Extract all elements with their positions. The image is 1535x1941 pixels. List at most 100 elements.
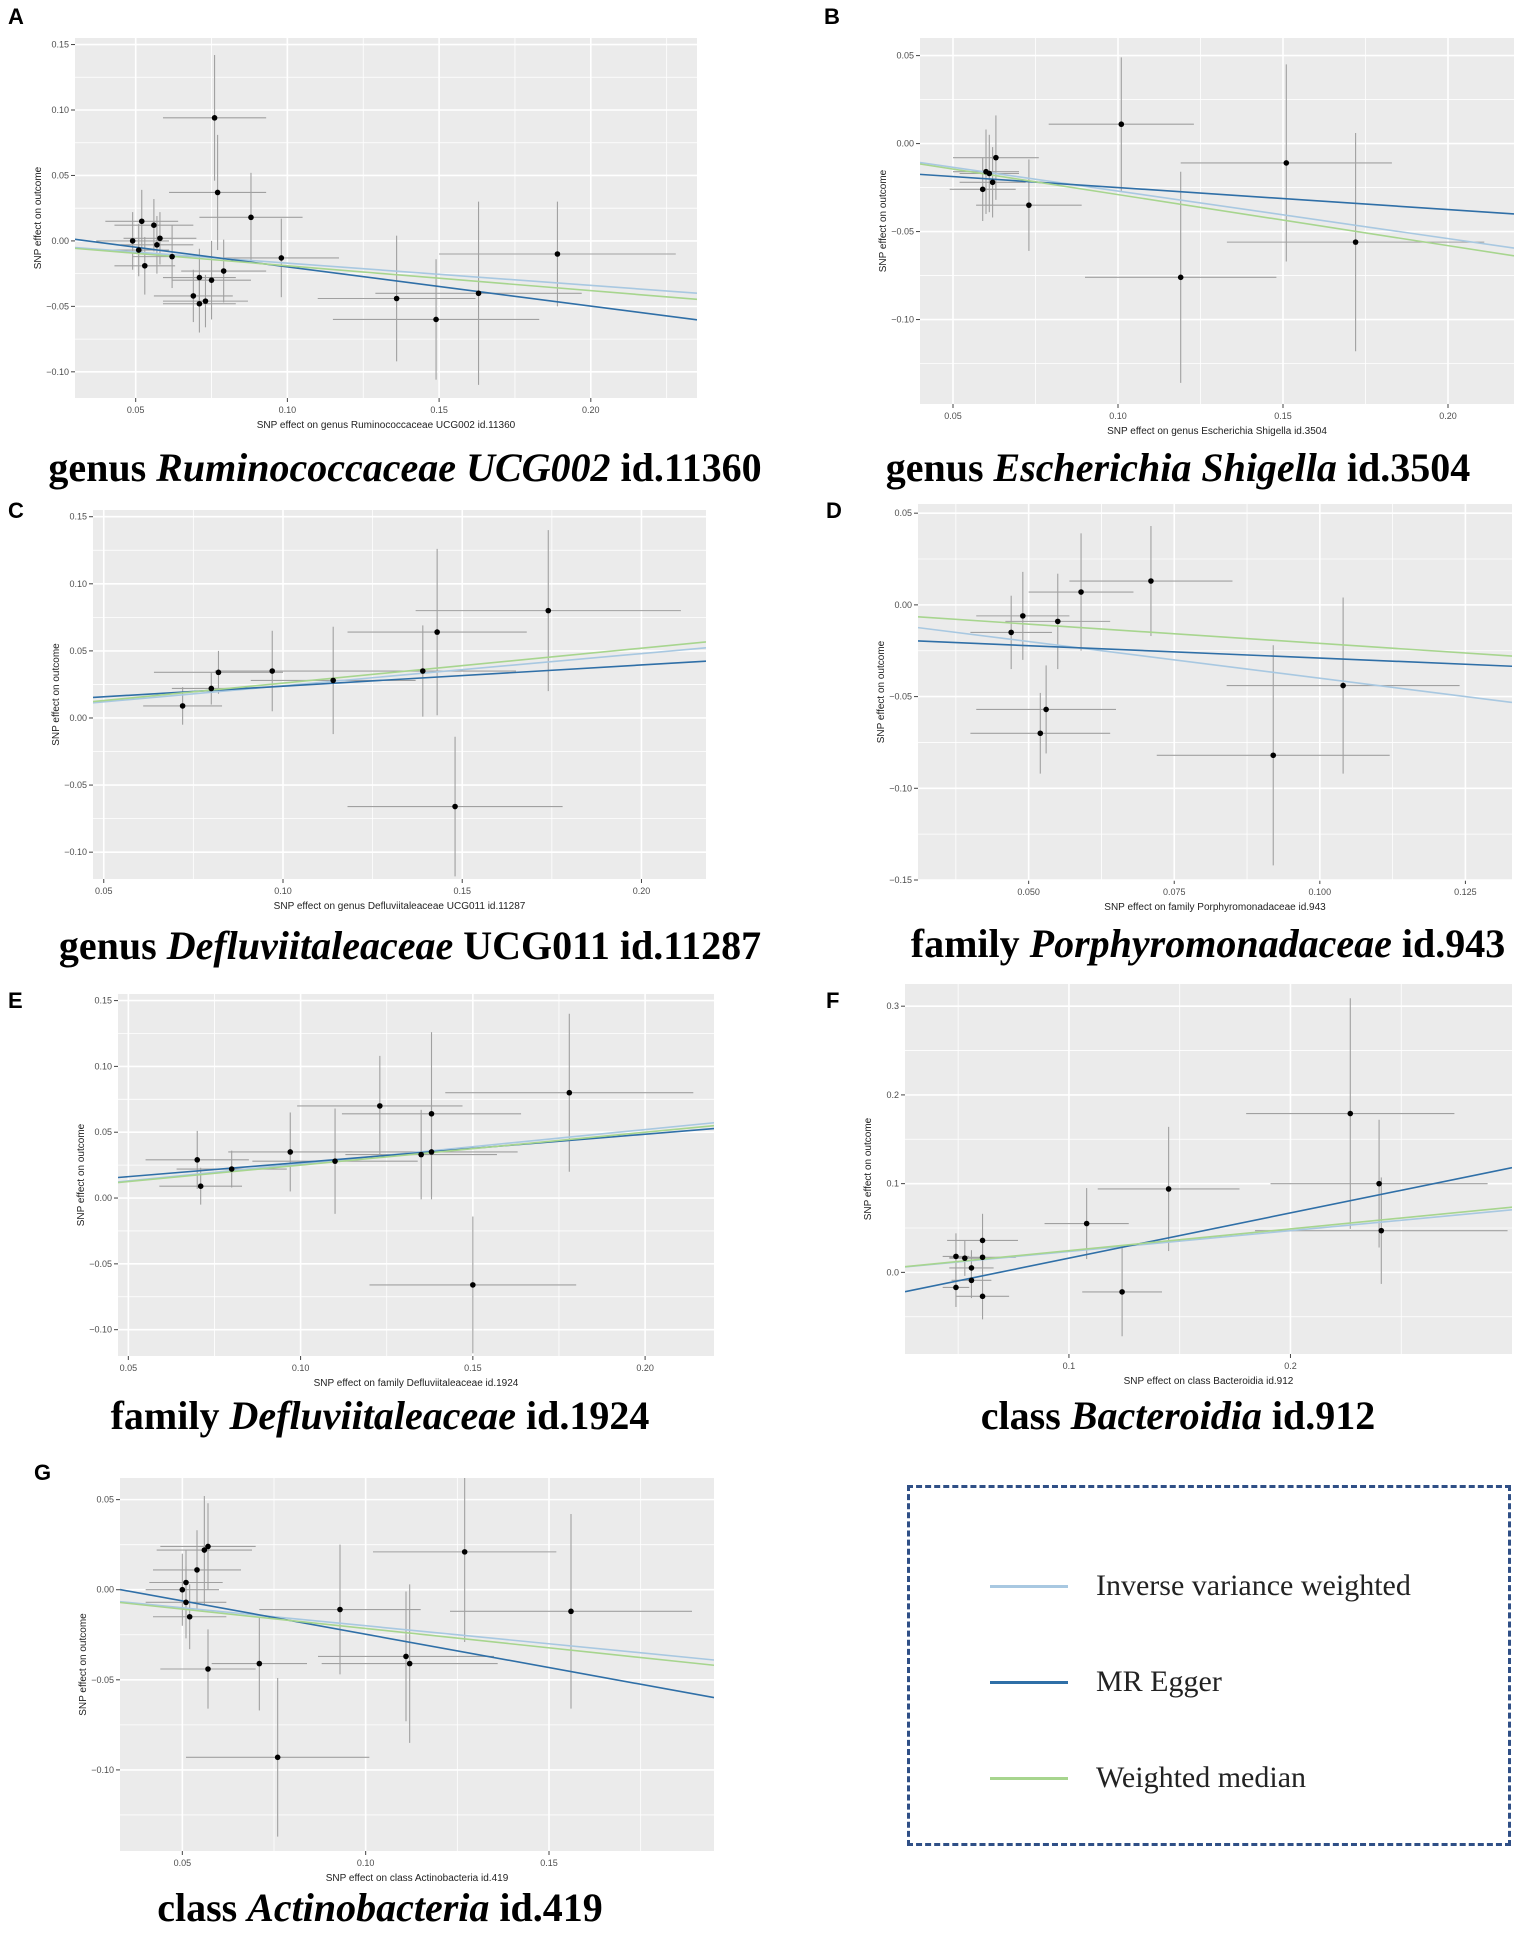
plot-data-layer bbox=[120, 1478, 714, 1837]
x-tick-label: 0.05 bbox=[95, 886, 113, 896]
data-point bbox=[968, 1265, 975, 1271]
y-tick-label: 0.00 bbox=[51, 236, 69, 246]
y-tick-label: −0.10 bbox=[46, 367, 69, 377]
plot-f: 0.1 0.2 0.0 0.1 0.2 0.3 SNP effect on class Ba… bbox=[863, 984, 1512, 1387]
y-tick-label: 0.2 bbox=[886, 1090, 899, 1100]
y-tick-label: 0.00 bbox=[69, 713, 87, 723]
data-point bbox=[248, 214, 254, 221]
plot-g: 0.05 0.10 0.15 −0.10 −0.05 0.00 0.05 SNP effect… bbox=[78, 1478, 714, 1884]
x-tick-label: 0.20 bbox=[582, 405, 600, 415]
plot-data-layer bbox=[118, 1013, 714, 1354]
panel-b: B 0.05 0.10 0.15 0.20 −0.10 −0.05 0.00 0.05 SNP … bbox=[768, 0, 1535, 500]
x-tick-label: 0.050 bbox=[1017, 887, 1040, 897]
data-point bbox=[183, 1599, 189, 1606]
data-point bbox=[330, 677, 336, 684]
regression-line-egger bbox=[918, 640, 1512, 668]
data-point bbox=[186, 1613, 193, 1620]
legend-label-egger: MR Egger bbox=[1096, 1665, 1222, 1698]
data-point bbox=[1177, 274, 1184, 281]
data-point bbox=[220, 268, 227, 274]
y-axis-label: SNP effect on outcome bbox=[51, 643, 62, 746]
data-point bbox=[545, 607, 552, 614]
panel-a: A 0.05 0.10 0.15 0.20 −0.10 −0.05 0.00 0.05 0.10… bbox=[0, 0, 767, 500]
data-point bbox=[208, 277, 215, 283]
data-point bbox=[1148, 578, 1154, 584]
data-point bbox=[403, 1653, 409, 1660]
data-point bbox=[196, 300, 203, 307]
data-point bbox=[169, 253, 175, 260]
data-point bbox=[183, 1579, 189, 1586]
data-point bbox=[269, 668, 276, 674]
regression-line-egger bbox=[905, 1166, 1512, 1293]
y-tick-label: −0.05 bbox=[64, 780, 87, 790]
y-tick-label: −0.10 bbox=[91, 1765, 114, 1775]
caption-a: genus Ruminococcaceae UCG002 id.11360 bbox=[48, 445, 762, 490]
y-axis-label: SNP effect on outcome bbox=[878, 169, 889, 272]
panel-d: D 0.050 0.075 0.100 0.125 −0.15 −0.10 −0.05 0.0… bbox=[768, 494, 1535, 974]
regression-line-ivw bbox=[918, 626, 1512, 704]
data-point bbox=[993, 154, 999, 161]
data-point bbox=[1352, 239, 1359, 245]
y-axis-label: SNP effect on outcome bbox=[863, 1117, 874, 1220]
x-tick-label: 0.15 bbox=[453, 886, 471, 896]
data-point bbox=[393, 295, 400, 302]
y-tick-label: 0.05 bbox=[896, 51, 914, 61]
data-point bbox=[202, 298, 209, 304]
legend-swatch-ivw bbox=[990, 1584, 1068, 1588]
x-tick-label: 0.15 bbox=[540, 1858, 558, 1868]
data-point bbox=[979, 1254, 986, 1261]
panel-letter-a: A bbox=[8, 4, 24, 29]
y-tick-label: 0.3 bbox=[886, 1001, 899, 1011]
data-point bbox=[1165, 1186, 1172, 1192]
x-axis-label: SNP effect on family Porphyromonadaceae … bbox=[1104, 902, 1326, 913]
data-point bbox=[1283, 160, 1290, 166]
legend-item-ivw: Inverse variance weighted bbox=[990, 1566, 1411, 1606]
y-tick-label: 0.05 bbox=[894, 508, 912, 518]
y-tick-label: −0.10 bbox=[891, 315, 914, 325]
y-tick-label: 0.00 bbox=[94, 1193, 112, 1203]
plot-b: 0.05 0.10 0.15 0.20 −0.10 −0.05 0.00 0.05 SNP ef… bbox=[878, 38, 1514, 437]
regression-line-egger bbox=[75, 238, 697, 321]
y-tick-label: 0.10 bbox=[94, 1061, 112, 1071]
data-point bbox=[194, 1157, 201, 1163]
data-point bbox=[433, 316, 439, 323]
panel-letter-d: D bbox=[826, 498, 842, 523]
panel-c: C 0.05 0.10 0.15 0.20 −0.10 −0.05 0.00 0.05 0.10… bbox=[0, 494, 767, 974]
x-tick-label: 0.15 bbox=[464, 1363, 482, 1373]
data-point bbox=[418, 1151, 424, 1158]
panel-letter-b: B bbox=[824, 4, 840, 29]
data-point bbox=[1347, 1110, 1354, 1117]
plot-data-layer bbox=[93, 530, 706, 877]
x-tick-label: 0.2 bbox=[1284, 1361, 1297, 1371]
y-tick-label: −0.05 bbox=[46, 301, 69, 311]
data-point bbox=[986, 170, 993, 177]
regression-line-median bbox=[75, 247, 697, 301]
y-tick-label: −0.15 bbox=[889, 875, 912, 885]
data-point bbox=[452, 803, 458, 810]
panel-letter-e: E bbox=[8, 988, 23, 1013]
data-point bbox=[129, 238, 136, 244]
data-point bbox=[214, 189, 221, 196]
data-point bbox=[151, 222, 157, 228]
x-tick-label: 0.20 bbox=[633, 886, 651, 896]
y-tick-label: 0.00 bbox=[896, 139, 914, 149]
data-point bbox=[201, 1547, 208, 1553]
y-axis-label: SNP effect on outcome bbox=[33, 166, 44, 269]
x-axis-label: SNP effect on class Bacteroidia id.912 bbox=[1124, 1376, 1294, 1387]
legend-label-median: Weighted median bbox=[1096, 1761, 1307, 1794]
data-point bbox=[568, 1608, 574, 1615]
plot-a: 0.05 0.10 0.15 0.20 −0.10 −0.05 0.00 0.05 0.10 0.… bbox=[33, 38, 697, 431]
legend-swatch-median bbox=[990, 1776, 1068, 1780]
data-point bbox=[470, 1282, 476, 1288]
y-axis-label: SNP effect on outcome bbox=[76, 1123, 87, 1226]
x-tick-label: 0.100 bbox=[1309, 887, 1332, 897]
x-tick-label: 0.10 bbox=[357, 1858, 375, 1868]
plot-background bbox=[920, 38, 1514, 404]
data-point bbox=[1378, 1227, 1385, 1234]
data-point bbox=[211, 115, 218, 121]
data-point bbox=[475, 290, 482, 297]
x-tick-label: 0.075 bbox=[1163, 887, 1186, 897]
panel-letter-g: G bbox=[34, 1460, 52, 1485]
plot-background bbox=[905, 984, 1512, 1354]
data-point bbox=[332, 1158, 338, 1164]
